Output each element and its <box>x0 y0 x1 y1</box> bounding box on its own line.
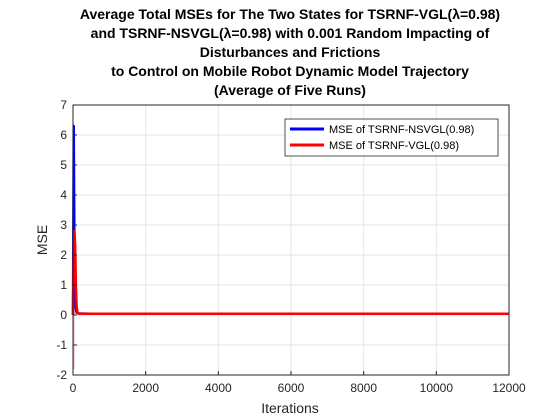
x-tick-label: 10000 <box>420 381 454 395</box>
chart-title-line-3: Disturbances and Frictions <box>200 44 381 60</box>
y-tick-label: 4 <box>60 188 67 202</box>
y-tick-label: 1 <box>60 278 67 292</box>
y-tick-label: 6 <box>60 128 67 142</box>
chart-title-line-2: and TSRNF-NSVGL(λ=0.98) with 0.001 Rando… <box>91 25 490 41</box>
y-tick-label: 3 <box>60 218 67 232</box>
x-tick-label: 12000 <box>492 381 526 395</box>
x-tick-label: 6000 <box>278 381 305 395</box>
x-axis-label: Iterations <box>261 400 319 416</box>
x-axis-ticks: 0 2000 4000 6000 8000 10000 12000 <box>70 371 526 395</box>
y-tick-label: -1 <box>56 338 67 352</box>
legend: MSE of TSRNF-NSVGL(0.98) MSE of TSRNF-VG… <box>284 118 499 157</box>
legend-label-vgl: MSE of TSRNF-VGL(0.98) <box>329 140 459 152</box>
x-tick-label: 0 <box>70 381 77 395</box>
y-tick-label: -2 <box>56 368 67 382</box>
chart-title-line-4: to Control on Mobile Robot Dynamic Model… <box>111 63 469 79</box>
series-line-1 <box>71 229 509 316</box>
y-tick-label: 7 <box>60 98 67 112</box>
y-tick-label: 5 <box>60 158 67 172</box>
y-axis-label: MSE <box>34 225 50 255</box>
chart-title-line-5: (Average of Five Runs) <box>214 82 366 98</box>
legend-label-nsvgl: MSE of TSRNF-NSVGL(0.98) <box>329 124 474 136</box>
series-layer <box>71 124 509 316</box>
x-tick-label: 2000 <box>132 381 159 395</box>
y-axis-ticks: -2 -1 0 1 2 3 4 5 6 7 <box>56 98 77 382</box>
chart-title-line-1: Average Total MSEs for The Two States fo… <box>80 6 500 22</box>
x-tick-label: 8000 <box>350 381 377 395</box>
y-tick-label: 2 <box>60 248 67 262</box>
chart-title: Average Total MSEs for The Two States fo… <box>80 6 500 98</box>
y-tick-label: 0 <box>60 308 67 322</box>
legend-box <box>284 118 499 157</box>
x-tick-label: 4000 <box>205 381 232 395</box>
